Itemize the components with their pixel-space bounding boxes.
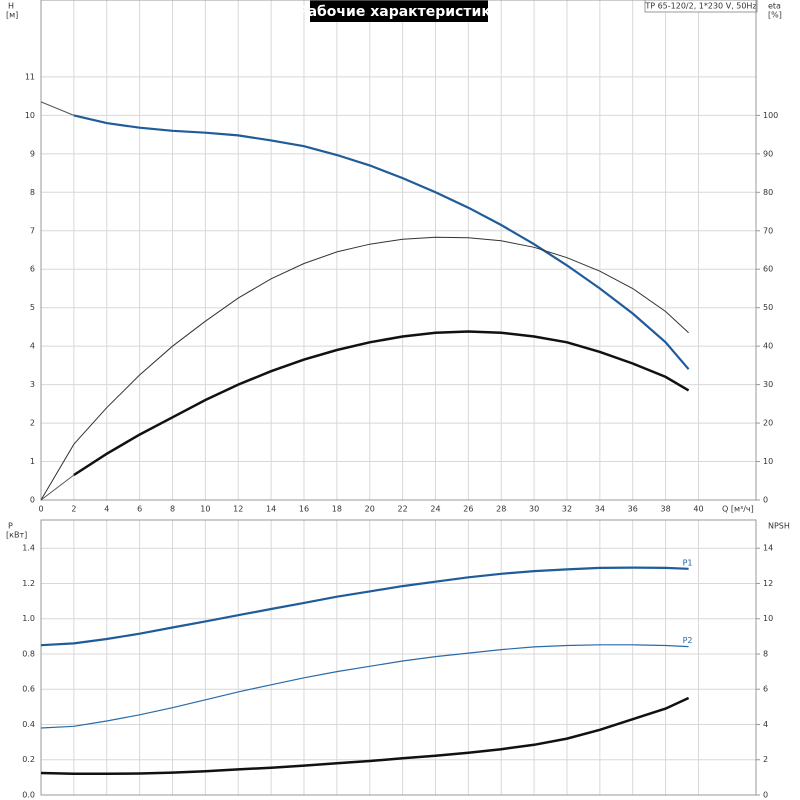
series-line bbox=[73, 330, 690, 477]
y-tick-label: 1.4 bbox=[22, 544, 35, 553]
series-line bbox=[40, 644, 689, 729]
x-tick-label: 0 bbox=[38, 505, 43, 514]
x-tick-label: 22 bbox=[398, 505, 408, 514]
y2-axis-unit: [%] bbox=[768, 11, 782, 20]
series-line bbox=[40, 101, 75, 116]
y2-tick-label: 10 bbox=[763, 457, 773, 466]
y-tick-label: 11 bbox=[25, 72, 35, 81]
x-tick-label: 38 bbox=[661, 505, 671, 514]
x-tick-label: 14 bbox=[266, 505, 276, 514]
x-tick-label: 26 bbox=[463, 505, 473, 514]
chart-title: Рабочие характеристики bbox=[297, 4, 500, 20]
y-axis-unit: [кВт] bbox=[6, 531, 27, 540]
series-line bbox=[73, 114, 690, 370]
y-tick-label: 8 bbox=[30, 188, 35, 197]
x-tick-label: 10 bbox=[200, 505, 210, 514]
annotation-box bbox=[644, 0, 758, 13]
y-tick-label: 0.6 bbox=[22, 685, 35, 694]
x-tick-label: 4 bbox=[104, 505, 109, 514]
y-tick-label: 0.8 bbox=[22, 649, 35, 658]
series-line bbox=[40, 474, 75, 501]
y-tick-label: 0 bbox=[30, 496, 35, 505]
series-line bbox=[40, 236, 689, 501]
y2-tick-label: 0 bbox=[763, 791, 768, 800]
x-axis-label: Q [м³/ч] bbox=[722, 505, 754, 514]
y-tick-label: 1 bbox=[30, 457, 35, 466]
y2-tick-label: 60 bbox=[763, 265, 773, 274]
series-label: P2 bbox=[683, 636, 693, 645]
y-tick-label: 1.0 bbox=[22, 614, 35, 623]
x-tick-label: 40 bbox=[693, 505, 703, 514]
title-box bbox=[310, 0, 488, 22]
y-tick-label: 0.4 bbox=[22, 720, 35, 729]
y2-tick-label: 2 bbox=[763, 755, 768, 764]
y-tick-label: 5 bbox=[30, 303, 35, 312]
y2-tick-label: 14 bbox=[763, 544, 773, 553]
y-tick-label: 0.0 bbox=[22, 791, 35, 800]
x-tick-label: 24 bbox=[430, 505, 440, 514]
y2-tick-label: 0 bbox=[763, 496, 768, 505]
y-tick-label: 6 bbox=[30, 265, 35, 274]
x-tick-label: 32 bbox=[562, 505, 572, 514]
x-tick-label: 28 bbox=[496, 505, 506, 514]
y2-tick-label: 6 bbox=[763, 685, 768, 694]
series-label: P1 bbox=[683, 558, 693, 567]
x-tick-label: 6 bbox=[137, 505, 142, 514]
y2-tick-label: 100 bbox=[763, 111, 778, 120]
y2-tick-label: 8 bbox=[763, 649, 768, 658]
y-axis-label: P bbox=[8, 522, 13, 531]
x-tick-label: 2 bbox=[71, 505, 76, 514]
annotation: TP 65-120/2, 1*230 V, 50Hz bbox=[644, 2, 756, 11]
y2-tick-label: 10 bbox=[763, 614, 773, 623]
y2-axis-label: NPSH bbox=[768, 522, 790, 531]
y2-tick-label: 30 bbox=[763, 380, 773, 389]
x-tick-label: 34 bbox=[595, 505, 605, 514]
y2-tick-label: 12 bbox=[763, 579, 773, 588]
y2-tick-label: 90 bbox=[763, 149, 773, 158]
y2-tick-label: 70 bbox=[763, 226, 773, 235]
series-line bbox=[40, 696, 690, 776]
y-tick-label: 3 bbox=[30, 380, 35, 389]
y2-tick-label: 20 bbox=[763, 419, 773, 428]
y2-tick-label: 80 bbox=[763, 188, 773, 197]
y2-axis-label: eta bbox=[768, 2, 781, 11]
y2-tick-label: 40 bbox=[763, 342, 773, 351]
x-tick-label: 20 bbox=[365, 505, 375, 514]
y-tick-label: 7 bbox=[30, 226, 35, 235]
x-tick-label: 30 bbox=[529, 505, 539, 514]
plot-frame bbox=[40, 0, 757, 501]
y-tick-label: 10 bbox=[25, 111, 35, 120]
x-tick-label: 8 bbox=[170, 505, 175, 514]
y-tick-label: 4 bbox=[30, 342, 35, 351]
y2-tick-label: 50 bbox=[763, 303, 773, 312]
y-tick-label: 0.2 bbox=[22, 755, 35, 764]
x-tick-label: 16 bbox=[299, 505, 309, 514]
plot-frame bbox=[40, 519, 757, 796]
y-axis-unit: [м] bbox=[6, 11, 18, 20]
x-tick-label: 18 bbox=[332, 505, 342, 514]
x-tick-label: 12 bbox=[233, 505, 243, 514]
y-tick-label: 9 bbox=[30, 149, 35, 158]
series-line bbox=[40, 566, 689, 647]
y-tick-label: 2 bbox=[30, 419, 35, 428]
x-tick-label: 36 bbox=[628, 505, 638, 514]
y-tick-label: 1.2 bbox=[22, 579, 35, 588]
y-axis-label: H bbox=[8, 2, 14, 11]
y2-tick-label: 4 bbox=[763, 720, 768, 729]
